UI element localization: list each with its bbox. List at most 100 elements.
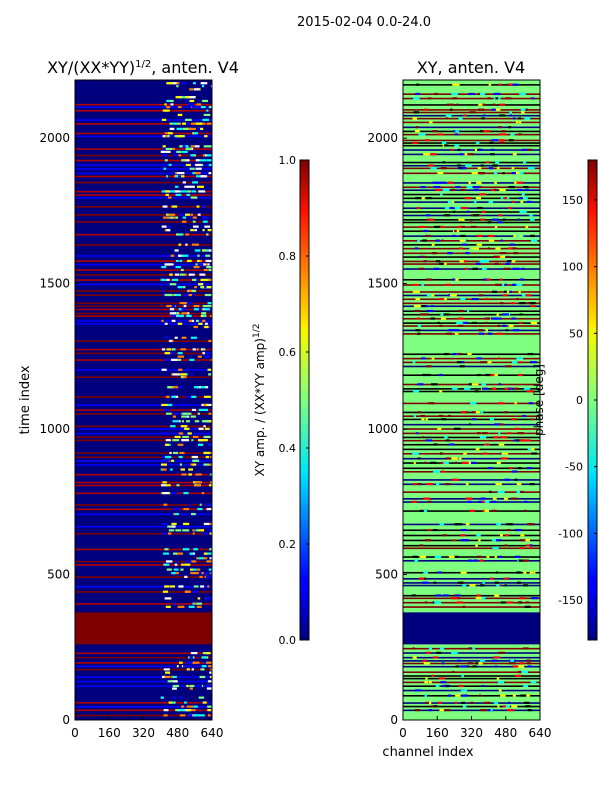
heatmap-speck [483, 114, 486, 117]
heatmap-speck [506, 523, 511, 526]
heatmap-speck [474, 148, 478, 151]
heatmap-speck [189, 552, 193, 555]
heatmap-speck [161, 432, 168, 435]
heatmap-speck [469, 247, 472, 250]
heatmap-speck [412, 647, 415, 650]
heatmap-speck [441, 662, 445, 665]
heatmap-speck [181, 705, 185, 708]
heatmap-speck [174, 336, 178, 339]
heatmap-speck [207, 709, 212, 712]
heatmap-speck [170, 190, 175, 193]
heatmap-speck [512, 694, 516, 697]
heatmap-speck [184, 563, 191, 566]
heatmap-speck [471, 214, 475, 217]
heatmap-speck [187, 312, 190, 315]
heatmap-row [403, 329, 540, 332]
heatmap-speck [184, 185, 191, 188]
heatmap-speck [181, 150, 188, 153]
heatmap-speck [425, 234, 431, 238]
heatmap-speck [467, 309, 470, 313]
heatmap-speck [160, 696, 164, 699]
heatmap-speck [201, 492, 205, 495]
heatmap-row [75, 369, 212, 371]
heatmap-row [403, 606, 540, 608]
heatmap-speck [190, 373, 194, 376]
heatmap-speck [187, 432, 192, 435]
heatmap-speck [186, 127, 189, 130]
heatmap-speck [498, 443, 505, 446]
heatmap-speck [175, 265, 181, 269]
heatmap-row [75, 260, 212, 262]
heatmap-speck [179, 308, 186, 311]
heatmap-speck [426, 197, 432, 200]
heatmap-speck [179, 696, 183, 699]
heatmap-speck [445, 117, 448, 120]
heatmap-speck [161, 368, 167, 371]
heatmap-speck [172, 122, 176, 125]
heatmap-speck [443, 352, 449, 356]
heatmap-speck [434, 555, 442, 558]
heatmap-speck [514, 402, 517, 405]
heatmap-speck [185, 213, 190, 216]
heatmap-speck [519, 546, 524, 550]
heatmap-speck [444, 144, 449, 147]
heatmap-speck [500, 694, 506, 697]
heatmap-speck [500, 255, 506, 258]
heatmap-speck [174, 563, 178, 566]
heatmap-speck [205, 451, 210, 455]
colorbar-tick-label: 50 [569, 327, 583, 340]
figure-suptitle: 2015-02-04 0.0-24.0 [297, 15, 431, 30]
heatmap-speck [419, 544, 424, 547]
heatmap-speck [444, 206, 450, 210]
phase-colorbar-label: phase [deg] [532, 364, 546, 436]
heatmap-speck [443, 214, 451, 217]
heatmap-speck [164, 352, 172, 355]
heatmap-speck [438, 414, 444, 418]
heatmap-speck [411, 594, 417, 597]
heatmap-speck [196, 175, 200, 178]
heatmap-speck [524, 439, 531, 442]
heatmap-speck [167, 216, 174, 219]
heatmap-row [403, 467, 540, 470]
heatmap-speck [479, 260, 487, 263]
y-tick-label: 1500 [367, 277, 398, 291]
heatmap-speck [200, 175, 208, 178]
heatmap-speck [529, 544, 533, 547]
heatmap-speck [208, 568, 212, 571]
heatmap-speck [525, 225, 529, 229]
colorbar-tick-label: -50 [565, 461, 583, 474]
heatmap-speck [523, 701, 530, 704]
heatmap-row [403, 114, 540, 117]
heatmap-speck [188, 319, 193, 322]
heatmap-speck [491, 139, 499, 142]
heatmap-speck [207, 451, 212, 455]
heatmap-speck [191, 105, 199, 109]
heatmap-row [75, 680, 212, 683]
heatmap-speck [175, 175, 179, 178]
heatmap-speck [172, 147, 176, 151]
heatmap-row [403, 325, 540, 327]
heatmap-speck [439, 262, 444, 265]
heatmap-speck [495, 482, 502, 486]
heatmap-speck [171, 701, 175, 704]
heatmap-speck [211, 680, 212, 683]
heatmap-speck [416, 317, 421, 320]
heatmap-speck [179, 259, 183, 263]
heatmap-speck [204, 322, 208, 325]
heatmap-speck [194, 602, 198, 605]
heatmap-speck [198, 684, 203, 688]
heatmap-speck [431, 674, 435, 677]
heatmap-speck [454, 523, 458, 526]
heatmap-speck [161, 522, 168, 526]
heatmap-speck [471, 172, 478, 175]
heatmap-speck [412, 452, 419, 455]
heatmap-speck [423, 260, 428, 263]
heatmap-speck [499, 114, 506, 117]
colorbar-tick-label: 0.6 [279, 346, 297, 359]
heatmap-speck [472, 418, 476, 421]
heatmap-row [403, 361, 540, 364]
heatmap-speck [208, 714, 211, 717]
heatmap-speck [162, 459, 169, 462]
heatmap-speck [203, 425, 206, 428]
heatmap-speck [182, 254, 189, 257]
